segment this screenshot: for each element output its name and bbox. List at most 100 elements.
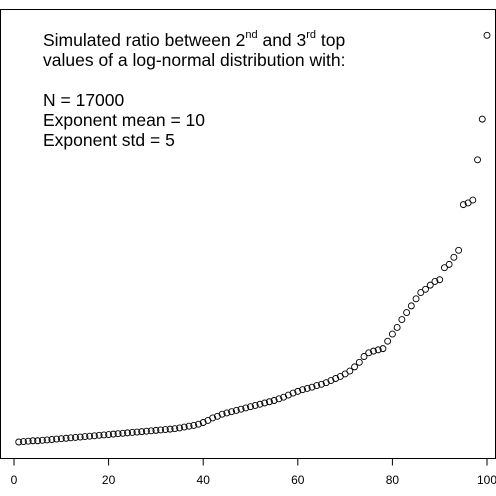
data-point [81, 433, 89, 441]
x-tick-label: 80 [386, 473, 400, 487]
data-points [15, 31, 491, 446]
data-point [152, 426, 160, 434]
data-point [370, 347, 377, 355]
data-point [142, 427, 150, 435]
data-point [445, 260, 453, 268]
param-exponent-mean: Exponent mean = 10 [43, 110, 205, 130]
param-n: N = 17000 [43, 90, 125, 110]
data-point [190, 421, 198, 429]
data-point [459, 201, 467, 209]
data-point [124, 429, 131, 437]
data-point [20, 438, 27, 446]
data-point [351, 363, 359, 371]
x-tick-label: 60 [291, 473, 305, 487]
title-sup-nd: nd [245, 29, 258, 42]
data-point [398, 316, 406, 324]
data-point [384, 337, 392, 345]
data-point [289, 389, 297, 397]
data-point [294, 387, 302, 395]
data-point [133, 428, 141, 436]
data-point [157, 426, 165, 434]
data-point [379, 345, 387, 353]
data-point [15, 438, 23, 446]
data-point [34, 437, 42, 445]
data-point [360, 353, 368, 360]
data-point [119, 429, 127, 437]
data-point [247, 403, 254, 411]
data-point [469, 196, 477, 204]
data-point [100, 431, 108, 439]
x-tick-label: 0 [11, 473, 18, 487]
data-point [48, 436, 56, 443]
data-point [128, 429, 136, 436]
data-point [72, 433, 79, 441]
x-axis: 0 20 40 60 80 100 [11, 458, 496, 487]
data-point [431, 277, 439, 285]
data-point [43, 436, 51, 444]
data-point [109, 430, 117, 438]
data-point [218, 410, 226, 418]
data-point [407, 302, 415, 310]
data-point [90, 432, 98, 440]
data-point [318, 380, 325, 388]
data-point [176, 424, 184, 432]
data-point [426, 281, 434, 289]
title-part-1: Simulated ratio between 2 [43, 30, 246, 50]
data-point [171, 425, 179, 433]
data-point [422, 285, 429, 293]
data-point [346, 367, 354, 375]
x-tick-label: 100 [477, 473, 496, 487]
data-point [228, 408, 236, 416]
data-point [95, 431, 103, 439]
data-point [232, 407, 240, 414]
data-point [275, 395, 283, 403]
data-point [332, 375, 340, 382]
data-point [355, 358, 363, 366]
chart-title-line-1: Simulated ratio between 2nd and 3rd top [43, 30, 346, 50]
data-point [403, 309, 411, 316]
data-point [374, 346, 382, 354]
data-point [105, 431, 113, 438]
data-point [195, 420, 202, 428]
data-point [270, 397, 278, 404]
data-point [313, 382, 321, 390]
data-point [67, 434, 75, 442]
data-point [24, 437, 32, 445]
data-point [365, 349, 373, 357]
data-point [166, 425, 174, 433]
data-point [308, 383, 316, 391]
param-exponent-std: Exponent std = 5 [43, 130, 175, 150]
data-point [209, 414, 217, 422]
data-point [256, 400, 264, 408]
data-point [53, 435, 61, 443]
data-point [62, 434, 70, 442]
chart-annotation: Simulated ratio between 2nd and 3rd top … [43, 30, 346, 150]
data-point [138, 428, 146, 436]
data-point [251, 402, 259, 409]
data-point [436, 276, 444, 284]
title-part-2: and 3 [257, 30, 307, 50]
data-point [261, 399, 269, 407]
data-point [412, 295, 420, 303]
data-point [478, 115, 486, 123]
data-point [393, 324, 401, 331]
data-point [388, 330, 396, 338]
annotation-spacer [43, 70, 346, 90]
data-point [450, 253, 458, 261]
data-point [147, 427, 155, 435]
data-point [180, 423, 188, 431]
data-point [265, 398, 273, 406]
data-point [280, 393, 288, 401]
data-point [57, 435, 65, 443]
data-point [223, 409, 231, 417]
chart-title-line-2: values of a log-normal distribution with… [43, 50, 346, 70]
data-point [86, 432, 94, 440]
data-point [237, 405, 245, 413]
data-point [161, 426, 169, 433]
data-point [299, 386, 306, 394]
x-tick-label: 40 [197, 473, 211, 487]
data-point [242, 404, 250, 412]
data-point [483, 31, 491, 39]
data-point [474, 156, 481, 164]
